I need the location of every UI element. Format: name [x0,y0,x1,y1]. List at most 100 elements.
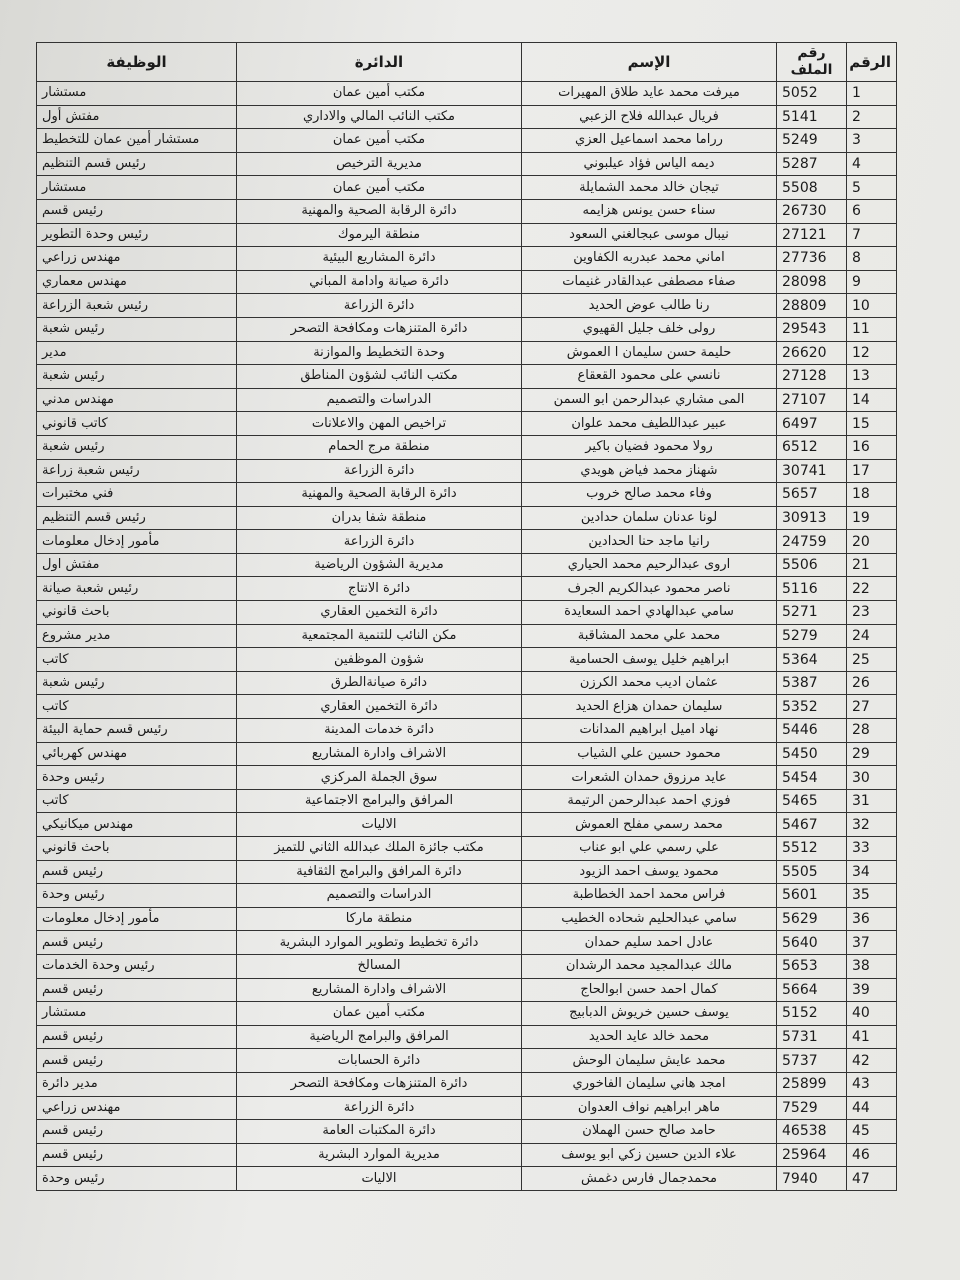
job-title: مستشار [36,1001,237,1026]
employee-name: ابراهيم خليل يوسف الحسامية [521,647,777,672]
job-title: باحث قانوني [36,836,237,861]
employee-name: امجد هاني سليمان الفاخوري [521,1071,777,1097]
department: مكتب النائب لشؤون المناطق [236,364,522,389]
job-title: مأمور إدخال معلومات [36,529,237,554]
table-row: 25 5364 ابراهيم خليل يوسف الحسامية شؤون الم… [36,647,897,672]
employee-name: عثمان اديب محمد الكرزن [521,670,777,696]
department: الاليات [236,1166,522,1191]
table-row: 11 29543 رولى خلف جليل القهيوي دائرة المتنز… [36,316,897,342]
job-title: رئيس قسم [36,1048,237,1073]
row-number: 26 [846,670,897,696]
file-number: 5249 [776,128,847,153]
job-title: مأمور إدخال معلومات [36,906,237,932]
job-title: رئيس وحدة [36,883,237,908]
file-number: 5450 [776,741,847,767]
table-row: 14 27107 المى مشاري عبدالرحمن ابو السمن الد… [36,387,897,413]
file-number: 5446 [776,718,847,743]
job-title: رئيس شعبة الزراعة [36,293,237,318]
table-row: 17 30741 شهناز محمد فياض هويدي دائرة الزراع… [36,458,897,484]
row-number: 16 [846,434,897,460]
job-title: رئيس شعبة [36,670,237,696]
employee-name: حليمة حسن سليمان ا العموش [521,340,777,366]
employee-name: سامي عبدالهادي احمد السعايدة [521,600,777,625]
department: مديرية الموارد البشرية [236,1142,522,1168]
column-header: الدائرة [236,42,522,82]
department: دائرة الزراعة [236,1095,522,1121]
employee-name: ماهر ابراهيم نواف العدوان [521,1095,777,1121]
employee-name: تيجان خالد محمد الشمايلة [521,175,777,200]
employee-name: رانيا ماجد حنا الحدادين [521,529,777,554]
row-number: 47 [846,1166,897,1191]
job-title: مدير دائرة [36,1071,237,1097]
table-row: 26 5387 عثمان اديب محمد الكرزن دائرة صيانةا… [36,670,897,696]
table-row: 13 27128 نانسي على محمود القعقاع مكتب النائ… [36,364,897,389]
department: دائرة الرقابة الصحية والمهنية [236,198,522,224]
table-row: 4 5287 ديمه الياس فؤاد عيلبوني مديرية الترخ… [36,151,897,177]
job-title: مهندس كهربائي [36,741,237,767]
employee-name: رنا طالب عوض الحديد [521,293,777,318]
job-title: رئيس قسم التنظيم [36,505,237,531]
table-row: 22 5116 ناصر محمود عبدالكريم الجرف دائرة ال… [36,576,897,602]
employee-name: رولا محمود فضيان باكير [521,434,777,460]
department: دائرة التخمين العقاري [236,600,522,625]
file-number: 5640 [776,930,847,955]
job-title: رئيس شعبة زراعة [36,458,237,484]
job-title: رئيس قسم [36,930,237,955]
file-number: 5629 [776,906,847,932]
file-number: 5657 [776,482,847,507]
file-number: 5512 [776,836,847,861]
file-number: 27107 [776,387,847,413]
file-number: 46538 [776,1119,847,1144]
department: شؤون الموظفين [236,647,522,672]
employee-name: يوسف حسين خريوش الدبابيج [521,1001,777,1026]
row-number: 3 [846,128,897,153]
table-row: 29 5450 محمود حسين علي الشياب الاشراف وادار… [36,741,897,767]
file-number: 28098 [776,269,847,295]
department: مديرية الشؤون الرياضية [236,552,522,578]
employee-name: وفاء محمد صالح خروب [521,482,777,507]
job-title: رئيس قسم [36,977,237,1003]
department: تراخيص المهن والاعلانات [236,411,522,436]
employee-name: نانسي على محمود القعقاع [521,364,777,389]
file-number: 27128 [776,364,847,389]
table-row: 47 7940 محمدجمال فارس دغمش الاليات رئيس وحدة [36,1166,897,1191]
department: دائرة تخطيط وتطوير الموارد البشرية [236,930,522,955]
file-number: 5508 [776,175,847,200]
table-row: 37 5640 عادل احمد سليم حمدان دائرة تخطيط وت… [36,930,897,955]
table-row: 6 26730 سناء حسن يونس هزايمه دائرة الرقابة … [36,198,897,224]
row-number: 7 [846,222,897,248]
table-row: 44 7529 ماهر ابراهيم نواف العدوان دائرة الز… [36,1095,897,1121]
employee-name: سليمان حمدان هزاع الحديد [521,694,777,720]
job-title: كاتب [36,647,237,672]
file-number: 24759 [776,529,847,554]
job-title: رئيس قسم [36,859,237,885]
table-row: 8 27736 اماني محمد عبدربه الكفاوين دائرة ال… [36,246,897,271]
row-number: 29 [846,741,897,767]
file-number: 5279 [776,623,847,649]
row-number: 13 [846,364,897,389]
department: دائرة صيانة وادامة المباني [236,269,522,295]
table-row: 19 30913 لونا عدنان سلمان حدادين منطقة شفا … [36,505,897,531]
file-number: 27736 [776,246,847,271]
employee-name: ميرفت محمد عايد طلاق المهيرات [521,81,777,106]
department: منطقة ماركا [236,906,522,932]
department: منطقة مرج الحمام [236,434,522,460]
department: دائرة المرافق والبرامج الثقافية [236,859,522,885]
employee-name: اماني محمد عبدربه الكفاوين [521,246,777,271]
department: دائرة الحسابات [236,1048,522,1073]
table-row: 36 5629 سامي عبدالحليم شحاده الخطيب منطقة م… [36,906,897,932]
department: الدراسات والتصميم [236,387,522,413]
table-row: 45 46538 حامد صالح حسن الهملان دائرة المكتب… [36,1119,897,1144]
department: مديرية الترخيص [236,151,522,177]
row-number: 23 [846,600,897,625]
row-number: 36 [846,906,897,932]
department: دائرة المشاريع البيئية [236,246,522,271]
file-number: 5052 [776,81,847,106]
table-row: 5 5508 تيجان خالد محمد الشمايلة مكتب أمين ع… [36,175,897,200]
file-number: 7529 [776,1095,847,1121]
row-number: 31 [846,788,897,814]
employee-name: عبير عبداللطيف محمد علوان [521,411,777,436]
department: المرافق والبرامج الرياضية [236,1024,522,1050]
row-number: 20 [846,529,897,554]
file-number: 7940 [776,1166,847,1191]
